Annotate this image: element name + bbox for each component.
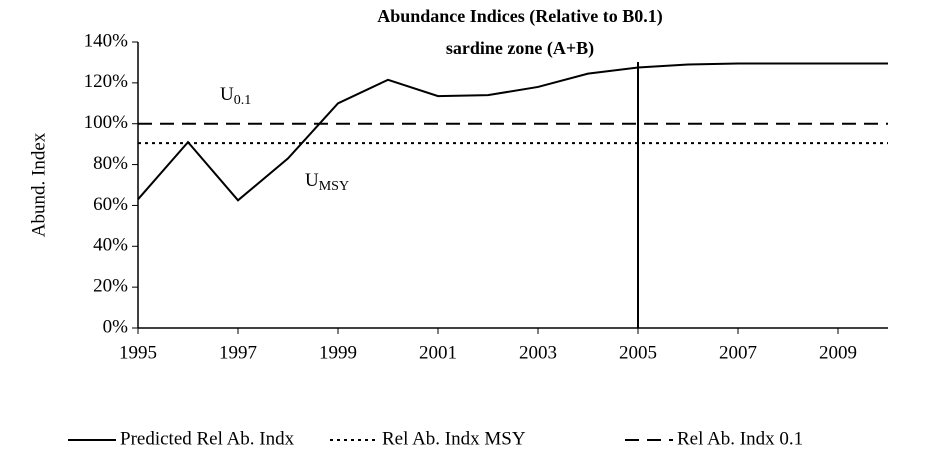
y-axis-label: Abund. Index (28, 132, 49, 237)
x-tick-label: 2005 (619, 342, 657, 363)
chart-title: Abundance Indices (Relative to B0.1) (377, 6, 663, 27)
annotation-sub: MSY (319, 179, 349, 194)
annotation: U0.1 (220, 84, 251, 108)
x-tick-label: 2003 (519, 342, 557, 363)
annotation-sub: 0.1 (234, 93, 252, 108)
x-tick-label: 2009 (819, 342, 857, 363)
x-tick-label: 1995 (119, 342, 157, 363)
y-tick-label: 100% (84, 112, 129, 133)
annotation-text: U (220, 84, 234, 105)
chart-subtitle: sardine zone (A+B) (446, 38, 594, 59)
y-tick-label: 20% (93, 276, 128, 297)
x-tick-label: 2007 (719, 342, 757, 363)
x-tick-label: 1999 (319, 342, 357, 363)
y-tick-label: 140% (84, 30, 129, 51)
legend-label: Rel Ab. Indx MSY (382, 428, 526, 449)
y-tick-label: 60% (93, 194, 128, 215)
y-tick-label: 120% (84, 71, 129, 92)
legend-label: Predicted Rel Ab. Indx (120, 428, 295, 449)
annotation-text: U (305, 170, 319, 191)
x-tick-label: 2001 (419, 342, 457, 363)
annotation: UMSY (305, 170, 349, 194)
legend-label: Rel Ab. Indx 0.1 (677, 428, 803, 449)
x-tick-label: 1997 (219, 342, 257, 363)
y-tick-label: 0% (103, 316, 129, 337)
y-tick-label: 40% (93, 235, 128, 256)
y-tick-label: 80% (93, 153, 128, 174)
series-line (137, 62, 888, 202)
